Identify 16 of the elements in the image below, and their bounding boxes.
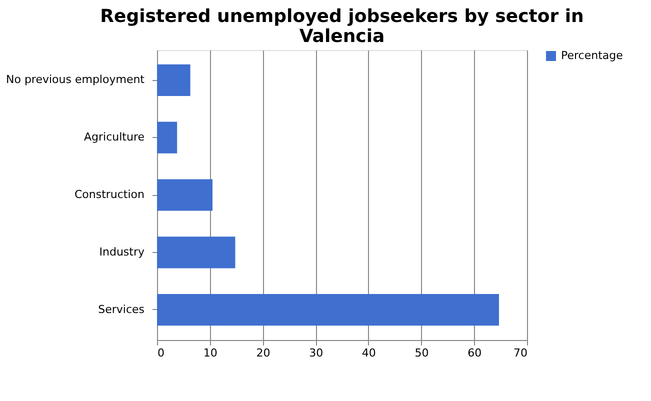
- y-tick-label: No previous employment: [6, 73, 146, 86]
- y-tick-label: Industry: [99, 245, 145, 258]
- x-tick-label: 60: [468, 346, 482, 360]
- x-tick-label: 30: [309, 346, 324, 360]
- x-tick-label: 10: [203, 346, 218, 360]
- y-tick-label: Services: [98, 302, 145, 316]
- legend-label: Percentage: [561, 49, 624, 62]
- x-tick-label: 20: [256, 346, 270, 360]
- x-tick-label: 40: [362, 346, 376, 360]
- text: Registered unemployed jobseekers by sector in: [100, 6, 584, 27]
- x-tick-label: 70: [514, 346, 528, 360]
- text: Valencia: [299, 26, 385, 47]
- x-tick-label: 50: [414, 346, 429, 360]
- y-tick-label: Agriculture: [84, 130, 145, 144]
- x-tick-label: 0: [158, 346, 164, 360]
- y-tick-label: Construction: [74, 188, 145, 201]
